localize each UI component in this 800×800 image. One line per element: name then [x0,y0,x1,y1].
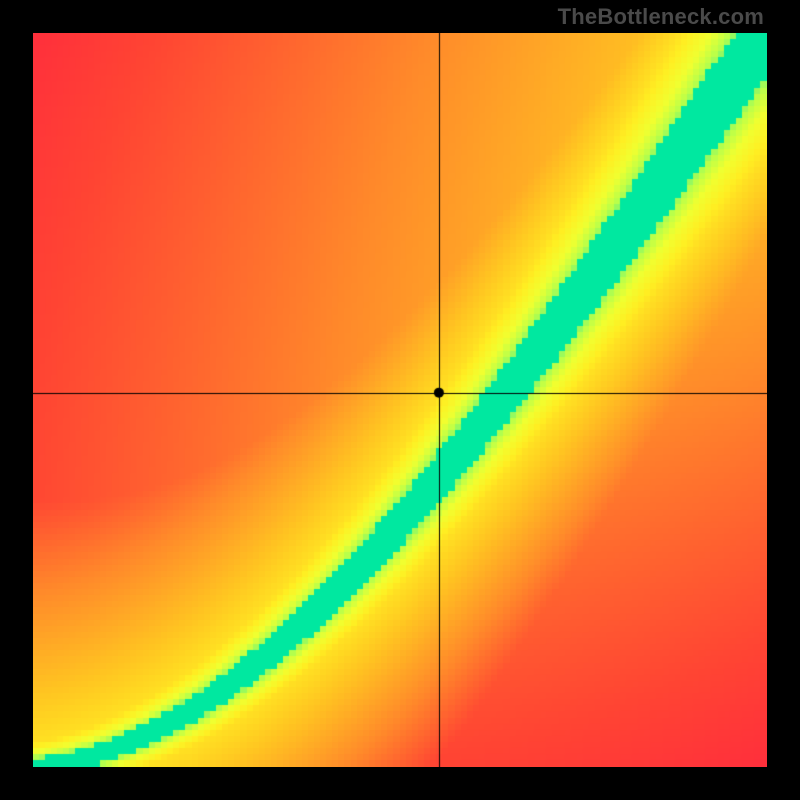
bottleneck-heatmap [33,33,767,767]
chart-container: TheBottleneck.com [0,0,800,800]
watermark: TheBottleneck.com [558,4,764,30]
